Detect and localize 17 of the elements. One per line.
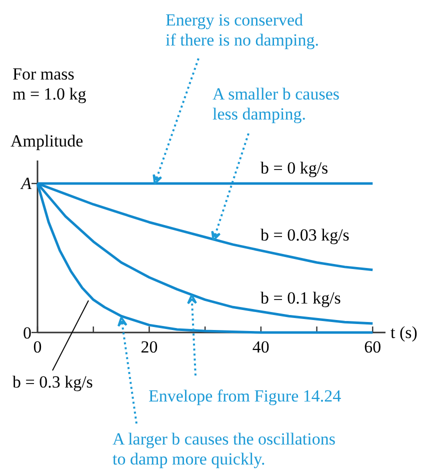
x-axis-title: t (s): [390, 323, 418, 342]
text: A: [20, 174, 32, 193]
x-tick-label: 40: [252, 338, 270, 356]
text: b = 0.3 kg/s: [12, 372, 93, 392]
y-axis-title: Amplitude: [10, 132, 84, 150]
annotation: A larger b causes the oscillations to damp more quickly.: [112, 430, 336, 468]
x-tick-label: 60: [364, 338, 382, 356]
text: 0: [23, 324, 32, 342]
annotation: A smaller b causes less damping.: [212, 84, 340, 124]
series-label: b = 0 kg/s: [260, 158, 328, 178]
text: For mass m = 1.0 kg: [12, 64, 87, 104]
x-tick-label: 20: [140, 338, 158, 356]
annotation: Envelope from Figure 14.24: [148, 386, 342, 406]
series-label: b = 0.1 kg/s: [260, 288, 341, 308]
annotation: Energy is conserved if there is no damping.: [166, 10, 319, 50]
series-label: b = 0.03 kg/s: [260, 226, 350, 244]
x-tick-label: 0: [33, 338, 42, 356]
